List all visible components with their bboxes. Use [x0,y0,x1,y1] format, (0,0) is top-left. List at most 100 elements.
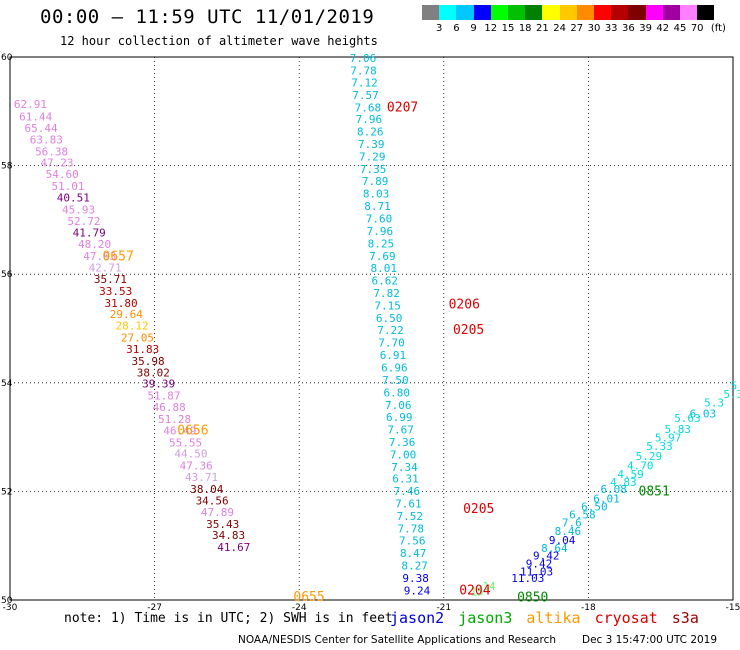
colorbar-swatch [576,5,594,20]
satellite-legend-item: s3a [671,609,699,627]
footer-note: note: 1) Time is in UTC; 2) SWH is in fe… [64,611,393,626]
wave-height-value: 27.05 [121,332,154,345]
wave-height-value: 7.39 [358,138,385,151]
wave-height-value: 6.31 [392,473,419,486]
pass-time-label: 0205 [463,502,494,517]
colorbar-tick-label: 6 [453,23,460,34]
latitude-tick-label: 52 [1,487,12,497]
wave-height-value: 7.34 [391,461,418,474]
pass-time-label: 0850 [517,591,548,606]
longitude-tick-label: -24 [292,603,307,613]
wave-height-value: 6.96 [381,361,408,374]
wave-height-value: 7.96 [356,113,383,126]
colorbar-tick-label: 42 [656,23,670,34]
pass-time-label: 0204 [459,584,490,599]
wave-height-value: 38.02 [137,366,170,379]
latitude-tick-label: 54 [1,379,13,389]
wave-height-value: 54.60 [46,168,79,181]
wave-height-value: 5 [731,379,738,392]
wave-height-value: 7.60 [366,213,393,226]
wave-height-value: 9.24 [404,585,431,598]
wave-height-value: 46.88 [153,401,186,414]
wave-height-value: 8.03 [363,188,390,201]
colorbar-swatch [680,5,698,20]
wave-height-value: 7.89 [362,175,389,188]
satellite-legend-item: jason3 [458,609,513,627]
wave-height-value: 52.72 [67,215,100,228]
wave-height-value: 7.36 [389,436,416,449]
satellite-legend-item: altika [526,609,581,627]
wave-height-value: 34.56 [196,494,229,507]
wave-height-value: 7.82 [373,287,400,300]
wave-height-value: 35.98 [131,355,164,368]
wave-height-value: 15 [470,586,483,599]
wave-height-value: 8.01 [371,262,398,275]
wave-height-value: 6.62 [372,275,399,288]
colorbar-swatch [422,5,440,20]
wave-height-value: 7.15 [374,299,401,312]
wave-height-value: 5.3 [723,388,740,401]
colorbar-unit-label: (ft) [710,23,726,34]
wave-height-value: 51.28 [158,413,191,426]
wave-height-value: 14 [482,580,496,593]
colorbar-swatch [662,5,680,20]
wave-height-value: 6.58 [569,509,596,522]
colorbar-swatch [645,5,663,20]
colorbar-tick-label: 30 [587,23,601,34]
wave-height-value: 8.46 [555,525,582,538]
wave-height-value: 6.50 [376,312,403,325]
wave-height-value: 5.3 [704,397,724,410]
wave-height-value: 7.78 [350,64,377,77]
wave-height-value: 31.80 [104,297,137,310]
longitude-tick-label: -15 [726,603,740,613]
wave-height-value: 7.35 [360,163,387,176]
wave-height-value: 33.53 [99,285,132,298]
wave-height-value: 7.29 [359,151,386,164]
wave-height-value: 8.27 [401,560,428,573]
latitude-tick-label: 50 [1,596,13,606]
wave-height-value: 8.25 [368,238,395,251]
wave-height-value: 5.63 [674,412,701,425]
wave-height-value: 7.78 [398,523,425,536]
wave-height-value: 51.87 [147,390,180,403]
footer-credit: NOAA/NESDIS Center for Satellite Applica… [238,634,556,646]
wave-height-value: 7.70 [378,336,405,349]
colorbar-swatch [559,5,577,20]
wave-height-value: 61.44 [19,111,52,124]
colorbar-tick-label: 3 [436,23,443,34]
wave-height-value: 56.38 [35,145,68,158]
wave-height-value: 63.83 [30,133,63,146]
wave-height-value: 7.46 [394,485,421,498]
wave-height-value: 7.6 [562,517,582,530]
colorbar-swatch [456,5,474,20]
wave-height-value: 8.64 [541,542,568,555]
pass-time-label: 0657 [103,250,134,265]
wave-height-value: 11.03 [520,566,553,579]
wave-height-value: 65.44 [24,122,57,135]
wave-height-value: 8.47 [400,547,427,560]
satellite-legend-item: jason2 [390,609,445,627]
wave-height-value: 62.91 [14,98,47,111]
colorbar-tick-label: 27 [570,23,584,34]
colorbar-swatch [697,5,715,20]
wave-height-value: 5.83 [665,423,692,436]
wave-height-value: 47.36 [180,460,213,473]
pass-time-label: 0655 [293,590,324,605]
colorbar-tick-label: 70 [690,23,704,34]
wave-height-value: 55.55 [169,436,202,449]
colorbar-swatch [594,5,612,20]
wave-height-value: 9.04 [549,534,576,547]
wave-height-value: 4.59 [617,468,644,481]
colorbar-tick-label: 36 [622,23,635,34]
wave-height-value: 47.89 [201,506,234,519]
wave-height-value: 51.01 [51,180,84,193]
pass-time-label: 0656 [177,423,208,438]
satellite-legend-item: cryosat [594,609,658,627]
wave-height-value: 7.67 [387,423,414,436]
wave-height-value: 7.69 [369,250,396,263]
wave-height-value: 7.96 [367,225,394,238]
colorbar-swatch [473,5,491,20]
colorbar-swatch [439,5,457,20]
colorbar-swatch [542,5,560,20]
wave-height-value: 9.42 [533,549,560,562]
